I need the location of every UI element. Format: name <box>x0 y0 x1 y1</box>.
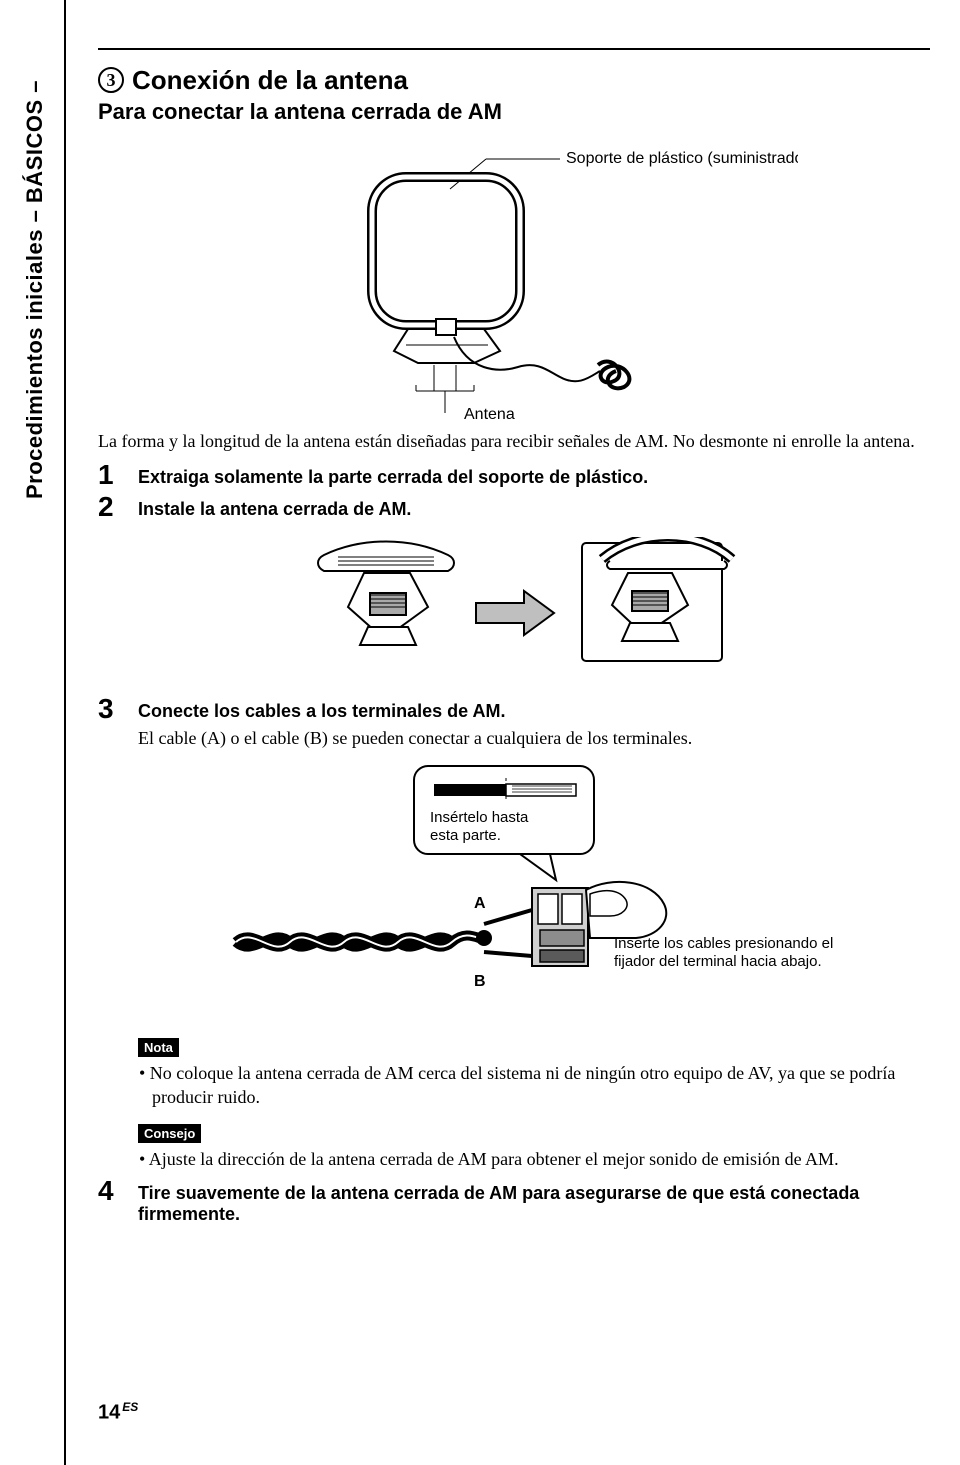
tip-tag: Consejo <box>138 1124 201 1143</box>
svg-text:B: B <box>474 973 486 990</box>
steps-list-3: 3 Conecte los cables a los terminales de… <box>98 695 938 750</box>
figure-install-base <box>98 537 938 687</box>
figure-antenna-stand: Soporte de plástico (suministrado) <box>98 141 938 421</box>
step-1-title: Extraiga solamente la parte cerrada del … <box>138 467 938 488</box>
step-2-number: 2 <box>98 493 122 521</box>
step-2: 2 Instale la antena cerrada de AM. <box>98 493 938 521</box>
step-1-number: 1 <box>98 461 122 489</box>
page-number: 14ES <box>98 1400 138 1425</box>
fig1-label-bottom: Antena <box>464 406 515 421</box>
page-content: 3 Conexión de la antena Para conectar la… <box>98 48 938 1229</box>
step-3-sub: El cable (A) o el cable (B) se pueden co… <box>138 726 938 750</box>
intro-paragraph: La forma y la longitud de la antena está… <box>98 429 938 453</box>
step-2-title: Instale la antena cerrada de AM. <box>138 499 938 520</box>
step-3-title: Conecte los cables a los terminales de A… <box>138 701 938 722</box>
sidebar-section-label: Procedimientos iniciales – BÁSICOS – <box>22 80 48 640</box>
step-4-number: 4 <box>98 1177 122 1205</box>
section-title-text: Conexión de la antena <box>132 64 408 97</box>
svg-text:fijador del terminal hacia aba: fijador del terminal hacia abajo. <box>614 953 822 970</box>
fig1-label-top: Soporte de plástico (suministrado) <box>566 150 798 167</box>
subsection-title: Para conectar la antena cerrada de AM <box>98 99 938 125</box>
step-4: 4 Tire suavemente de la antena cerrada d… <box>98 1177 938 1225</box>
section-number-icon: 3 <box>98 67 124 93</box>
step-3: 3 Conecte los cables a los terminales de… <box>98 695 938 750</box>
step-4-title: Tire suavemente de la antena cerrada de … <box>138 1183 938 1225</box>
note-text: • No coloque la antena cerrada de AM cer… <box>138 1061 938 1110</box>
steps-list-4: 4 Tire suavemente de la antena cerrada d… <box>98 1177 938 1225</box>
page-number-suffix: ES <box>122 1400 138 1414</box>
loop-antenna-icon <box>372 177 629 388</box>
steps-list: 1 Extraiga solamente la parte cerrada de… <box>98 461 938 521</box>
page-number-value: 14 <box>98 1402 120 1424</box>
vertical-rule <box>64 0 66 1465</box>
figure-cable-terminal: Insértelo hasta esta parte. A <box>98 760 938 1020</box>
svg-text:Inserte los cables presionando: Inserte los cables presionando el <box>614 935 833 952</box>
arrow-right-icon <box>476 591 554 635</box>
svg-text:A: A <box>474 895 486 912</box>
section-title: 3 Conexión de la antena <box>98 64 938 97</box>
top-rule <box>98 48 930 50</box>
step-1: 1 Extraiga solamente la parte cerrada de… <box>98 461 938 489</box>
note-tag: Nota <box>138 1038 179 1057</box>
svg-text:esta parte.: esta parte. <box>430 827 501 844</box>
tip-text: • Ajuste la dirección de la antena cerra… <box>138 1147 938 1171</box>
step-3-number: 3 <box>98 695 122 723</box>
svg-text:Insértelo hasta: Insértelo hasta <box>430 809 529 826</box>
